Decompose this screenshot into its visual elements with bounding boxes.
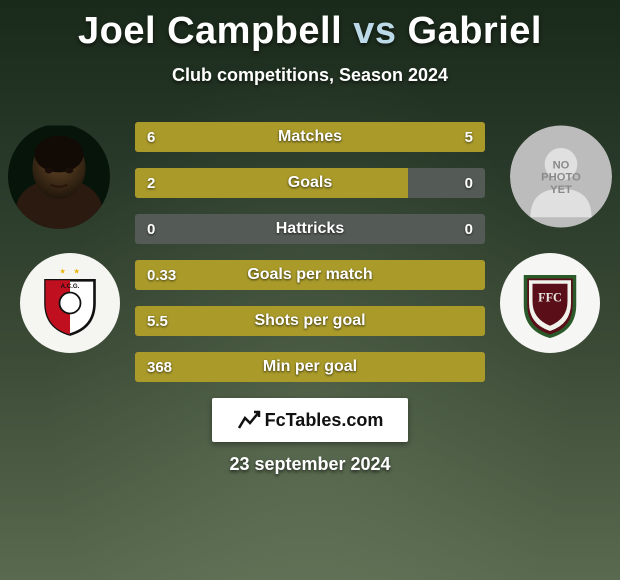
footer-brand-text: FcTables.com bbox=[265, 410, 384, 431]
page-title: Joel Campbell vs Gabriel bbox=[0, 0, 620, 53]
comparison-card: Joel Campbell vs Gabriel Club competitio… bbox=[0, 0, 620, 580]
stat-row: 65Matches bbox=[135, 122, 485, 152]
title-player-right: Gabriel bbox=[408, 10, 542, 52]
stat-row: 0.33Goals per match bbox=[135, 260, 485, 290]
crest-right-abbrev: FFC bbox=[538, 290, 562, 304]
footer-brand-badge: FcTables.com bbox=[212, 398, 408, 442]
date-text: 23 september 2024 bbox=[0, 454, 620, 475]
stat-row: 368Min per goal bbox=[135, 352, 485, 382]
stat-label: Min per goal bbox=[135, 352, 485, 382]
player-photo-right-placeholder: NO PHOTO YET bbox=[510, 124, 612, 229]
stat-row: 5.5Shots per goal bbox=[135, 306, 485, 336]
svg-text:NO: NO bbox=[553, 159, 570, 171]
title-vs: vs bbox=[353, 10, 407, 52]
title-player-left: Joel Campbell bbox=[78, 10, 342, 52]
svg-text:★: ★ bbox=[74, 268, 80, 275]
stat-label: Shots per goal bbox=[135, 306, 485, 336]
stat-label: Matches bbox=[135, 122, 485, 152]
stat-row: 20Goals bbox=[135, 168, 485, 198]
svg-text:YET: YET bbox=[550, 184, 572, 196]
stat-label: Goals per match bbox=[135, 260, 485, 290]
svg-text:★: ★ bbox=[60, 268, 66, 275]
stat-row: 00Hattricks bbox=[135, 214, 485, 244]
stats-table: 65Matches 20Goals 00Hattricks 0.33Goals per… bbox=[135, 122, 485, 398]
club-crest-right: FFC bbox=[500, 253, 600, 353]
stat-label: Goals bbox=[135, 168, 485, 198]
chart-icon bbox=[237, 408, 261, 432]
subtitle: Club competitions, Season 2024 bbox=[0, 65, 620, 86]
player-photo-left bbox=[8, 124, 110, 229]
stat-label: Hattricks bbox=[135, 214, 485, 244]
club-crest-left: A.C.G. ★ ★ bbox=[20, 253, 120, 353]
crest-left-abbrev: A.C.G. bbox=[61, 283, 80, 290]
svg-text:PHOTO: PHOTO bbox=[541, 172, 581, 184]
